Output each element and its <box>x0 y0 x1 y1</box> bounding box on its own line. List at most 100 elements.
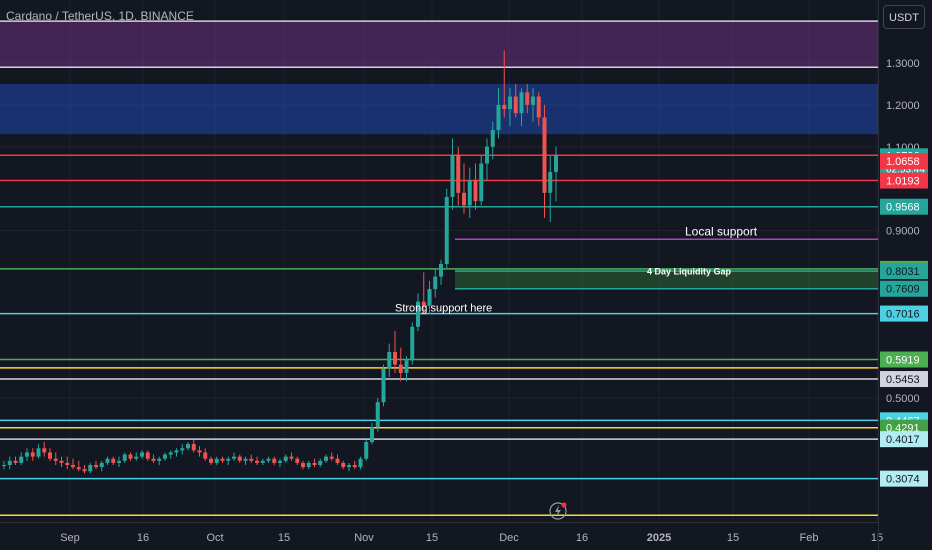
candle-body <box>232 456 236 459</box>
lightning-alert-icon <box>549 502 567 520</box>
candle-body <box>393 351 397 365</box>
price-level-tag <box>880 263 928 280</box>
candle-body <box>226 458 231 461</box>
candle-body <box>19 456 24 463</box>
price-level-tag <box>880 371 928 388</box>
price-level-tag <box>880 172 928 189</box>
candle-body <box>536 96 541 118</box>
candle-body <box>88 465 93 472</box>
candle-body <box>249 458 254 461</box>
candle-body <box>473 180 478 202</box>
annotation-label: 4 Day Liquidity Gap <box>647 267 732 277</box>
candle-body <box>163 454 167 459</box>
price-level-label: 1.0193 <box>886 176 920 188</box>
price-level-tag <box>880 351 928 368</box>
price-level-label: 1.0658 <box>886 156 920 168</box>
candle-body <box>203 452 208 459</box>
candle-body <box>7 460 12 465</box>
candle-body <box>519 92 524 114</box>
candle-body <box>76 467 81 470</box>
x-axis-tick-label: Sep <box>60 532 80 544</box>
candle-body <box>542 117 547 193</box>
candle-body <box>289 456 294 459</box>
candle-body <box>427 289 432 306</box>
price-scale-divider <box>878 0 879 550</box>
candle-body <box>364 441 369 459</box>
candle-body <box>404 360 409 373</box>
candle-body <box>180 448 185 451</box>
candle-body <box>370 427 374 442</box>
candle-body <box>117 460 121 463</box>
candle-body <box>335 458 340 463</box>
candle-body <box>295 458 300 463</box>
x-axis-tick-label: 15 <box>278 532 290 544</box>
currency-button[interactable]: USDT <box>883 5 925 29</box>
candle-body <box>324 456 328 461</box>
candle-body <box>186 444 190 449</box>
candle-body <box>462 192 466 206</box>
candle-body <box>140 452 144 457</box>
candle-body <box>375 402 380 428</box>
x-axis-tick-label: Feb <box>800 532 819 544</box>
annotation-label: Strong support here <box>395 303 492 315</box>
price-level-label: 0.5919 <box>886 355 920 367</box>
candle-body <box>456 155 461 193</box>
price-level-tag <box>880 470 928 487</box>
candle-body <box>381 368 386 403</box>
candle-body <box>352 465 357 468</box>
candle-body <box>105 458 110 463</box>
candle-body <box>433 276 438 290</box>
countdown-label: 02:53:44 <box>886 164 925 175</box>
candle-body <box>209 458 213 463</box>
candle-body <box>410 326 415 361</box>
candle-body <box>260 460 265 463</box>
candle-body <box>490 130 495 147</box>
y-axis-tick-label: 0.5000 <box>886 393 920 405</box>
candle-body <box>59 460 64 463</box>
candle-body <box>36 448 41 457</box>
candle-body <box>508 96 512 110</box>
candle-body <box>237 456 242 461</box>
candle-body <box>531 96 535 105</box>
candle-body <box>301 462 305 468</box>
x-axis-tick-label: Dec <box>499 532 519 544</box>
candle-body <box>266 458 271 461</box>
symbol-title: Cardano / TetherUS, 1D, BINANCE <box>6 9 194 23</box>
x-axis-tick-label: 2025 <box>647 532 671 544</box>
candle-body <box>122 454 127 461</box>
candle-body <box>496 104 501 130</box>
x-axis-tick-label: 16 <box>576 532 588 544</box>
candle-body <box>283 456 288 461</box>
x-axis-tick-label: Nov <box>354 532 374 544</box>
candle-body <box>444 197 449 264</box>
candle-body <box>94 465 98 468</box>
price-level-label: 0.3074 <box>886 474 920 486</box>
blue-zone <box>0 83 878 135</box>
candle-body <box>272 458 277 463</box>
price-level-tag <box>880 305 928 322</box>
candle-body <box>145 452 150 459</box>
candle-body <box>30 452 35 457</box>
candle-body <box>416 301 420 327</box>
candle-body <box>467 180 472 206</box>
x-axis-tick-label: 15 <box>871 532 883 544</box>
candle-body <box>318 460 323 465</box>
candle-body <box>191 444 196 451</box>
candle-body <box>479 163 484 202</box>
x-axis-tick-label: 16 <box>137 532 149 544</box>
candle-body <box>306 462 311 468</box>
candle-body <box>2 465 6 466</box>
time-scale-divider <box>0 522 878 523</box>
alert-dot-icon <box>561 502 567 508</box>
x-axis-tick-label: 15 <box>727 532 739 544</box>
candle-body <box>197 450 202 453</box>
candle-body <box>548 171 553 193</box>
x-axis-tick-label: 15 <box>426 532 438 544</box>
candle-body <box>99 462 104 468</box>
candle-body <box>168 452 173 455</box>
candle-body <box>341 462 346 468</box>
candle-body <box>82 469 87 472</box>
candle-body <box>220 458 225 461</box>
